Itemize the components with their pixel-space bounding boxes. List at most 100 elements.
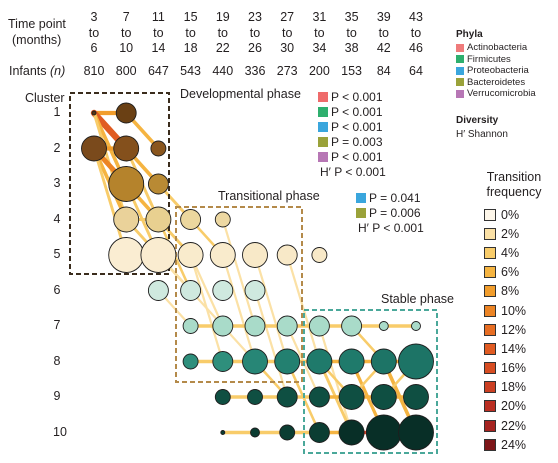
cluster-node	[274, 348, 301, 375]
time-point-to: to	[217, 25, 229, 40]
phyla-swatch	[456, 43, 464, 52]
infant-count: 273	[276, 64, 298, 78]
cluster-node	[212, 351, 234, 372]
phyla-label: Actinobacteria	[467, 42, 528, 54]
infant-count: 543	[180, 64, 202, 78]
cluster-node	[338, 384, 365, 410]
frequency-label: 8%	[501, 284, 520, 299]
frequency-label: 4%	[501, 245, 520, 260]
frequency-legend-item: 2%	[484, 224, 526, 243]
time-point-to: to	[88, 25, 100, 40]
phyla-swatch	[456, 55, 464, 64]
cluster-node	[145, 206, 172, 233]
cluster-node	[115, 102, 137, 124]
phylum-color-swatch	[318, 91, 328, 102]
time-point-column: 23 to 26	[240, 10, 270, 57]
phase-stat-text: P = 0.006	[369, 205, 421, 220]
frequency-swatch	[484, 381, 496, 394]
phyla-legend-item: Firmicutes	[456, 54, 536, 66]
cluster-node	[250, 427, 260, 438]
time-point-start: 23	[248, 10, 262, 24]
infant-count: 647	[147, 64, 169, 78]
cluster-node	[212, 280, 234, 301]
time-point-end: 42	[376, 41, 391, 55]
transition-frequency-title: Transition frequency	[486, 170, 542, 199]
time-point-end: 30	[280, 41, 295, 55]
cluster-node	[308, 386, 330, 408]
infant-count: 200	[308, 64, 330, 78]
frequency-label: 16%	[501, 361, 527, 376]
transition-edge	[286, 253, 321, 363]
cluster-node	[247, 389, 263, 405]
frequency-label: 22%	[501, 418, 527, 433]
phase-stat-text: P = 0.003	[331, 134, 383, 149]
phyla-swatch	[456, 66, 464, 75]
frequency-label: 12%	[501, 322, 527, 337]
frequency-swatch	[484, 304, 496, 317]
time-point-start: 43	[409, 10, 423, 24]
time-point-column: 15 to 18	[176, 10, 206, 57]
cluster-node	[113, 206, 140, 233]
frequency-legend-item: 4%	[484, 243, 526, 262]
time-point-start: 15	[183, 10, 198, 24]
diversity-stat: H′ P < 0.001	[320, 164, 386, 179]
cluster-node	[242, 348, 268, 375]
phase-stat-row: P = 0.006	[356, 205, 424, 220]
phase-stat-row: P < 0.001	[318, 119, 386, 134]
time-point-column: 3 to 6	[79, 10, 109, 57]
cluster-node	[182, 353, 199, 370]
frequency-swatch	[484, 400, 496, 413]
phylum-color-swatch	[318, 151, 328, 162]
cluster-node	[81, 135, 107, 162]
cluster-node	[209, 242, 236, 268]
cluster-node	[150, 140, 167, 157]
developmental-phase-stats: P < 0.001 P < 0.001 P < 0.001 P = 0.003 P < …	[318, 89, 386, 179]
cluster-label: 2	[53, 140, 61, 155]
frequency-legend-item: 24%	[484, 435, 526, 454]
time-point-to: to	[314, 25, 325, 40]
frequency-legend-item: 22%	[484, 416, 526, 435]
time-point-start: 31	[312, 10, 327, 24]
time-point-end: 22	[215, 41, 230, 55]
time-point-to: to	[249, 25, 261, 40]
frequency-swatch	[484, 323, 496, 336]
infant-count: 153	[341, 64, 363, 78]
cluster-node	[180, 209, 202, 230]
time-point-end: 26	[248, 41, 262, 55]
time-point-column: 11 to 14	[143, 10, 173, 57]
time-point-column: 7 to 10	[111, 10, 141, 57]
frequency-legend-item: 8%	[484, 282, 526, 301]
cluster-node	[338, 419, 365, 446]
frequency-label: 14%	[501, 341, 527, 356]
phyla-label: Proteobacteria	[467, 65, 529, 77]
infant-count: 810	[83, 64, 105, 78]
months-label: (months)	[12, 33, 62, 47]
diversity-legend-subtitle: H′ Shannon	[456, 129, 508, 140]
cluster-node	[279, 424, 296, 441]
diversity-stat: H′ P < 0.001	[358, 220, 424, 235]
phyla-legend-item: Actinobacteria	[456, 42, 536, 54]
cluster-node	[147, 280, 169, 301]
cluster-node	[341, 315, 363, 337]
cluster-node	[370, 384, 397, 410]
transition-edge	[189, 253, 224, 328]
time-point-end: 10	[119, 41, 134, 55]
frequency-legend-item: 16%	[484, 359, 526, 378]
time-point-start: 19	[215, 10, 230, 24]
infant-count: 84	[376, 64, 391, 78]
frequency-label: 10%	[501, 303, 527, 318]
cluster-node	[147, 173, 169, 195]
time-point-end: 46	[409, 41, 423, 55]
frequency-label: 2%	[501, 226, 520, 241]
phylum-color-swatch	[356, 192, 366, 203]
cluster-node	[182, 318, 199, 334]
frequency-legend-item: 12%	[484, 320, 526, 339]
transition-edge	[221, 218, 257, 328]
frequency-label: 6%	[501, 265, 520, 280]
frequency-swatch	[484, 362, 496, 375]
cluster-node	[177, 242, 204, 268]
time-point-end: 14	[151, 41, 166, 55]
time-point-start: 7	[122, 10, 130, 24]
frequency-label: 0%	[501, 207, 520, 222]
